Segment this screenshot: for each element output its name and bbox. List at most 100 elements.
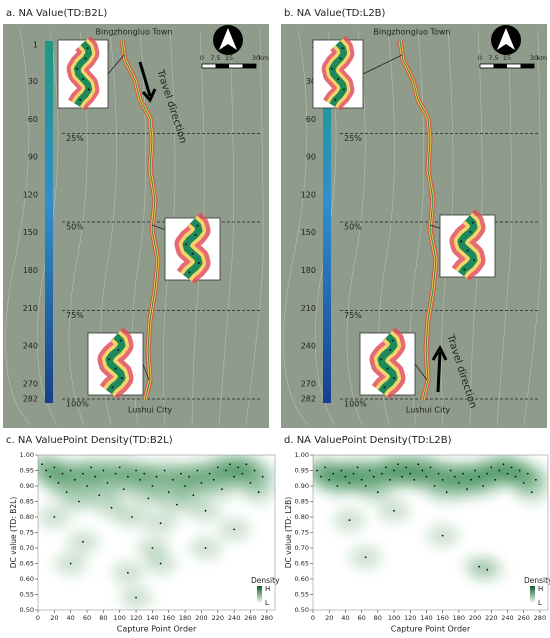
data-point xyxy=(405,466,408,469)
legend-low: L xyxy=(538,599,542,607)
data-point xyxy=(135,596,137,599)
data-point xyxy=(316,469,318,472)
inset-dot xyxy=(79,98,82,101)
y-tick-label: 1.00 xyxy=(295,451,309,459)
terrain-stream xyxy=(245,29,264,426)
data-point xyxy=(98,494,101,497)
inset-dot xyxy=(466,249,469,252)
data-point xyxy=(94,475,97,478)
x-tick-label: 120 xyxy=(130,614,142,622)
y-tick-label: 0.80 xyxy=(295,513,309,521)
inset-dot xyxy=(471,221,474,224)
data-point xyxy=(110,506,113,509)
colorbar xyxy=(45,41,53,403)
x-tick-label: 20 xyxy=(325,614,333,622)
data-point xyxy=(61,472,64,475)
data-point xyxy=(212,478,215,481)
terrain-stream xyxy=(283,29,309,426)
data-point xyxy=(77,500,80,503)
data-point xyxy=(106,482,109,484)
map-title: a. NA Value(TD:B2L) xyxy=(6,8,107,19)
data-point xyxy=(73,478,76,481)
data-point xyxy=(478,475,481,478)
y-tick-label: 0.80 xyxy=(20,513,34,521)
data-point xyxy=(261,475,264,478)
data-point xyxy=(159,522,162,525)
data-point xyxy=(225,469,227,472)
data-point xyxy=(518,469,521,472)
data-point xyxy=(57,482,60,484)
data-point xyxy=(510,466,513,469)
data-point xyxy=(328,478,331,481)
data-point xyxy=(344,475,347,478)
inset-dot xyxy=(87,88,90,91)
inset-dot xyxy=(84,57,87,60)
percent-label: 75% xyxy=(66,311,84,320)
colorbar-tick-label: 270 xyxy=(301,379,316,388)
inset-dot xyxy=(120,377,123,379)
data-point xyxy=(163,469,166,472)
data-point xyxy=(368,469,371,472)
y-tick-label: 0.75 xyxy=(20,529,34,537)
data-point xyxy=(176,503,178,506)
inset-road-core xyxy=(182,218,203,280)
data-point xyxy=(380,472,383,475)
legend-high: H xyxy=(265,585,270,593)
colorbar-tick-label: 210 xyxy=(301,304,316,313)
colorbar-tick-label: 1 xyxy=(33,41,38,50)
inset-dot xyxy=(342,88,345,91)
data-point xyxy=(324,466,327,469)
data-point xyxy=(233,475,236,478)
y-tick-label: 0.55 xyxy=(295,591,309,599)
y-tick-label: 0.85 xyxy=(20,498,34,506)
data-point xyxy=(233,528,236,531)
colorbar-tick-label: 60 xyxy=(28,115,38,124)
x-tick-label: 280 xyxy=(534,614,546,622)
data-point xyxy=(320,475,323,478)
y-tick-label: 0.70 xyxy=(20,544,34,552)
colorbar-tick-label: 240 xyxy=(301,342,316,351)
y-tick-label: 0.65 xyxy=(295,560,309,568)
inset-dot xyxy=(383,386,386,389)
x-tick-label: 200 xyxy=(195,614,207,622)
terrain-stream xyxy=(346,29,366,426)
inset-dot xyxy=(341,47,344,50)
data-point xyxy=(490,466,493,469)
terrain-stream xyxy=(496,29,512,426)
data-point xyxy=(360,478,363,481)
start-label: Bingzhongluo Town xyxy=(374,28,451,37)
data-point xyxy=(462,472,464,475)
inset-road-core xyxy=(105,333,126,395)
data-point xyxy=(364,556,367,559)
scale-bar-fill xyxy=(520,64,534,68)
data-point xyxy=(445,491,448,494)
start-label: Bingzhongluo Town xyxy=(96,28,173,37)
inset-dot xyxy=(114,367,117,370)
x-tick-label: 0 xyxy=(311,614,315,622)
data-point xyxy=(417,463,420,466)
data-point xyxy=(534,478,537,481)
percent-label: 25% xyxy=(66,134,84,143)
inset-dot xyxy=(391,339,394,342)
percent-label: 75% xyxy=(344,311,362,320)
end-label: Lushui City xyxy=(406,406,450,415)
inset-dot xyxy=(185,243,188,246)
percent-label: 25% xyxy=(344,134,362,143)
direction-arrow xyxy=(138,61,157,103)
data-point xyxy=(237,466,240,469)
colorbar-tick-label: 30 xyxy=(306,77,316,86)
inset-dot xyxy=(463,268,466,271)
data-point xyxy=(441,478,444,481)
inset-dot xyxy=(392,377,395,379)
legend-low: L xyxy=(265,599,269,607)
data-point xyxy=(204,509,207,512)
x-axis-label: Capture Point Order xyxy=(391,625,471,634)
data-point xyxy=(102,469,105,472)
data-point xyxy=(530,491,533,494)
data-point xyxy=(135,469,137,472)
inset-dot xyxy=(191,252,194,255)
data-point xyxy=(474,469,476,472)
inset-dot xyxy=(82,78,85,81)
data-point xyxy=(171,478,174,481)
